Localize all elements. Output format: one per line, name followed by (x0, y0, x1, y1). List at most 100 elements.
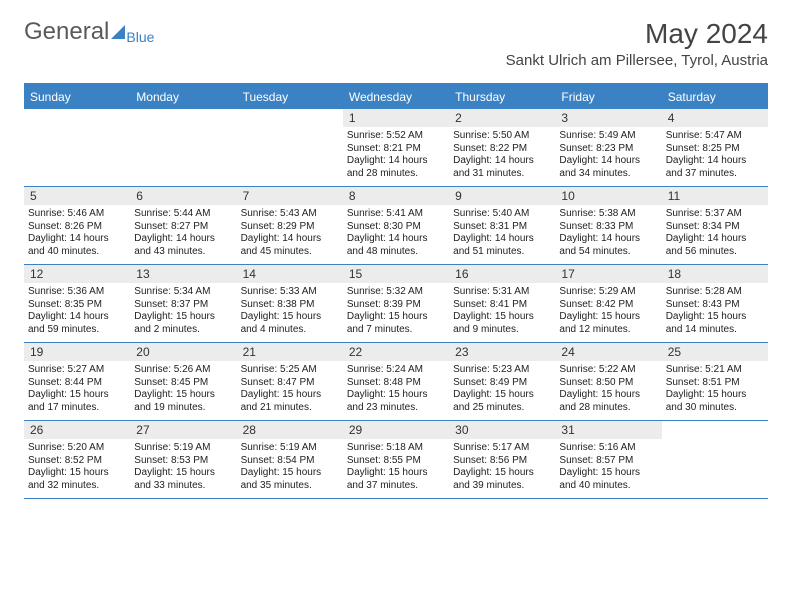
sunset-text: Sunset: 8:56 PM (453, 455, 551, 468)
sunrise-text: Sunrise: 5:24 AM (347, 364, 445, 377)
sunrise-text: Sunrise: 5:21 AM (666, 364, 764, 377)
day-number: 8 (343, 187, 449, 205)
day-header: Thursday (449, 85, 555, 109)
daylight-text: Daylight: 15 hours and 9 minutes. (453, 311, 551, 336)
day-number: 4 (662, 109, 768, 127)
title-block: May 2024 Sankt Ulrich am Pillersee, Tyro… (506, 18, 768, 69)
day-cell-body: Sunrise: 5:19 AMSunset: 8:53 PMDaylight:… (134, 442, 232, 492)
day-cell-body: Sunrise: 5:25 AMSunset: 8:47 PMDaylight:… (241, 364, 339, 414)
day-cell: 14Sunrise: 5:33 AMSunset: 8:38 PMDayligh… (237, 265, 343, 342)
day-cell-body: Sunrise: 5:37 AMSunset: 8:34 PMDaylight:… (666, 208, 764, 258)
sunrise-text: Sunrise: 5:38 AM (559, 208, 657, 221)
day-cell-body: Sunrise: 5:47 AMSunset: 8:25 PMDaylight:… (666, 130, 764, 180)
sunrise-text: Sunrise: 5:19 AM (241, 442, 339, 455)
day-cell (130, 109, 236, 186)
sunset-text: Sunset: 8:54 PM (241, 455, 339, 468)
sunset-text: Sunset: 8:43 PM (666, 299, 764, 312)
day-cell: 17Sunrise: 5:29 AMSunset: 8:42 PMDayligh… (555, 265, 661, 342)
sunset-text: Sunset: 8:21 PM (347, 143, 445, 156)
day-cell: 19 Sunrise: 5:27 AMSunset: 8:44 PMDayligh… (24, 343, 130, 420)
day-cell-body: Sunrise: 5:17 AMSunset: 8:56 PMDaylight:… (453, 442, 551, 492)
daylight-text: Daylight: 14 hours and 51 minutes. (453, 233, 551, 258)
sunrise-text: Sunrise: 5:33 AM (241, 286, 339, 299)
day-number: 13 (130, 265, 236, 283)
day-number (24, 109, 130, 127)
week-row: 26 Sunrise: 5:20 AMSunset: 8:52 PMDayligh… (24, 421, 768, 499)
daylight-text: Daylight: 14 hours and 28 minutes. (347, 155, 445, 180)
calendar-table: SundayMondayTuesdayWednesdayThursdayFrid… (24, 83, 768, 499)
sunset-text: Sunset: 8:25 PM (666, 143, 764, 156)
day-cell: 26 Sunrise: 5:20 AMSunset: 8:52 PMDayligh… (24, 421, 130, 498)
sunrise-text: Sunrise: 5:27 AM (28, 364, 126, 377)
sunset-text: Sunset: 8:57 PM (559, 455, 657, 468)
daylight-text: Daylight: 15 hours and 19 minutes. (134, 389, 232, 414)
sunrise-text: Sunrise: 5:44 AM (134, 208, 232, 221)
day-cell-body: Sunrise: 5:27 AMSunset: 8:44 PMDaylight:… (28, 364, 126, 414)
day-header: Wednesday (343, 85, 449, 109)
day-cell: 12Sunrise: 5:36 AMSunset: 8:35 PMDayligh… (24, 265, 130, 342)
day-cell: 15Sunrise: 5:32 AMSunset: 8:39 PMDayligh… (343, 265, 449, 342)
day-cell: 11Sunrise: 5:37 AMSunset: 8:34 PMDayligh… (662, 187, 768, 264)
sunset-text: Sunset: 8:37 PM (134, 299, 232, 312)
day-number: 6 (130, 187, 236, 205)
day-cell-body: Sunrise: 5:21 AMSunset: 8:51 PMDaylight:… (666, 364, 764, 414)
day-number: 3 (555, 109, 661, 127)
day-cell-body: Sunrise: 5:44 AMSunset: 8:27 PMDaylight:… (134, 208, 232, 258)
sunrise-text: Sunrise: 5:43 AM (241, 208, 339, 221)
sunrise-text: Sunrise: 5:19 AM (134, 442, 232, 455)
day-cell-body: Sunrise: 5:22 AMSunset: 8:50 PMDaylight:… (559, 364, 657, 414)
day-header: Friday (555, 85, 661, 109)
sunset-text: Sunset: 8:48 PM (347, 377, 445, 390)
sunset-text: Sunset: 8:38 PM (241, 299, 339, 312)
day-header: Saturday (662, 85, 768, 109)
month-title: May 2024 (506, 18, 768, 50)
day-header-row: SundayMondayTuesdayWednesdayThursdayFrid… (24, 85, 768, 109)
sunrise-text: Sunrise: 5:46 AM (28, 208, 126, 221)
sunrise-text: Sunrise: 5:26 AM (134, 364, 232, 377)
day-number: 23 (449, 343, 555, 361)
day-number: 19 (24, 343, 130, 361)
day-cell: 10Sunrise: 5:38 AMSunset: 8:33 PMDayligh… (555, 187, 661, 264)
sunset-text: Sunset: 8:42 PM (559, 299, 657, 312)
sunset-text: Sunset: 8:45 PM (134, 377, 232, 390)
week-row: 5Sunrise: 5:46 AMSunset: 8:26 PMDaylight… (24, 187, 768, 265)
sunset-text: Sunset: 8:50 PM (559, 377, 657, 390)
day-cell: 30Sunrise: 5:17 AMSunset: 8:56 PMDayligh… (449, 421, 555, 498)
day-cell-body: Sunrise: 5:18 AMSunset: 8:55 PMDaylight:… (347, 442, 445, 492)
day-number (662, 421, 768, 439)
day-number: 26 (24, 421, 130, 439)
day-number: 24 (555, 343, 661, 361)
day-number: 12 (24, 265, 130, 283)
daylight-text: Daylight: 15 hours and 2 minutes. (134, 311, 232, 336)
day-cell-body: Sunrise: 5:20 AMSunset: 8:52 PMDaylight:… (28, 442, 126, 492)
week-row: 12Sunrise: 5:36 AMSunset: 8:35 PMDayligh… (24, 265, 768, 343)
day-cell: 1 Sunrise: 5:52 AMSunset: 8:21 PMDaylight… (343, 109, 449, 186)
sunrise-text: Sunrise: 5:18 AM (347, 442, 445, 455)
day-number: 1 (343, 109, 449, 127)
day-number: 20 (130, 343, 236, 361)
sunrise-text: Sunrise: 5:37 AM (666, 208, 764, 221)
week-row: 19 Sunrise: 5:27 AMSunset: 8:44 PMDayligh… (24, 343, 768, 421)
sunset-text: Sunset: 8:23 PM (559, 143, 657, 156)
daylight-text: Daylight: 15 hours and 17 minutes. (28, 389, 126, 414)
day-cell-body: Sunrise: 5:43 AMSunset: 8:29 PMDaylight:… (241, 208, 339, 258)
daylight-text: Daylight: 14 hours and 48 minutes. (347, 233, 445, 258)
day-cell-body: Sunrise: 5:31 AMSunset: 8:41 PMDaylight:… (453, 286, 551, 336)
day-cell-body: Sunrise: 5:52 AMSunset: 8:21 PMDaylight:… (347, 130, 445, 180)
sunrise-text: Sunrise: 5:28 AM (666, 286, 764, 299)
sunrise-text: Sunrise: 5:34 AM (134, 286, 232, 299)
day-number: 27 (130, 421, 236, 439)
day-number: 29 (343, 421, 449, 439)
daylight-text: Daylight: 14 hours and 54 minutes. (559, 233, 657, 258)
day-cell-body: Sunrise: 5:34 AMSunset: 8:37 PMDaylight:… (134, 286, 232, 336)
daylight-text: Daylight: 15 hours and 7 minutes. (347, 311, 445, 336)
sunrise-text: Sunrise: 5:41 AM (347, 208, 445, 221)
day-number: 2 (449, 109, 555, 127)
sunset-text: Sunset: 8:41 PM (453, 299, 551, 312)
daylight-text: Daylight: 14 hours and 37 minutes. (666, 155, 764, 180)
daylight-text: Daylight: 15 hours and 4 minutes. (241, 311, 339, 336)
day-cell: 22Sunrise: 5:24 AMSunset: 8:48 PMDayligh… (343, 343, 449, 420)
daylight-text: Daylight: 15 hours and 28 minutes. (559, 389, 657, 414)
day-cell: 24 Sunrise: 5:22 AMSunset: 8:50 PMDayligh… (555, 343, 661, 420)
sunset-text: Sunset: 8:51 PM (666, 377, 764, 390)
